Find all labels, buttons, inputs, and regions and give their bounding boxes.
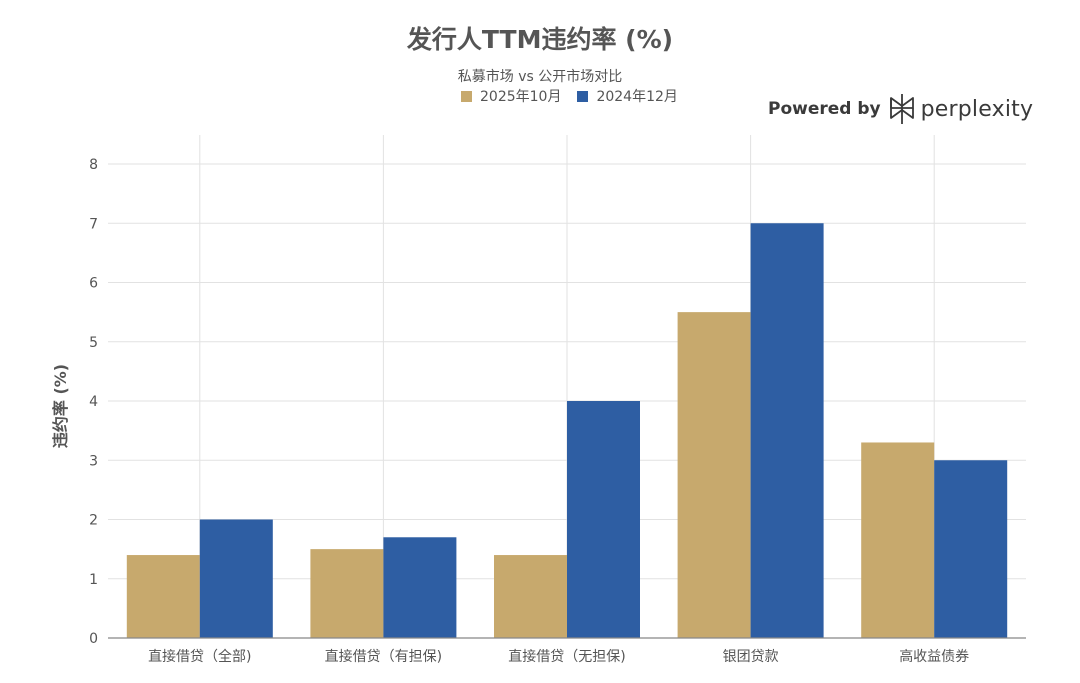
y-tick-label: 8: [89, 157, 98, 173]
perplexity-brand: perplexity: [920, 96, 1034, 122]
bar-2024-3: [750, 223, 824, 638]
x-tick-label: 直接借贷（有担保): [325, 648, 442, 665]
y-tick-label: 7: [89, 216, 98, 232]
powered-by-badge: Powered by perplexity: [768, 92, 1033, 126]
chart-legend: 2025年10月 2024年12月: [461, 86, 694, 106]
x-tick-label: 直接借贷（无担保): [508, 648, 625, 665]
legend-swatch-2024: [577, 90, 589, 102]
legend-label-2024: 2024年12月: [596, 89, 678, 105]
chart-title: 发行人TTM违约率 (%): [406, 25, 674, 54]
y-tick-label: 3: [89, 453, 98, 469]
y-tick-label: 6: [89, 276, 98, 292]
y-axis-label: 违约率 (%): [51, 364, 70, 448]
legend-item-2025[interactable]: 2025年10月: [461, 86, 561, 106]
legend-swatch-2025: [461, 90, 472, 102]
bar-2025-4: [861, 442, 935, 638]
bar-2024-0: [199, 519, 273, 638]
y-tick-label: 1: [89, 572, 98, 588]
chart-subtitle: 私募市场 vs 公开市场对比: [457, 69, 623, 85]
x-tick-label: 银团贷款: [723, 649, 779, 665]
bar-2024-4: [934, 460, 1008, 638]
x-tick-label: 直接借贷（全部): [148, 648, 251, 665]
bar-2025-0: [126, 555, 200, 638]
y-tick-label: 4: [89, 394, 98, 410]
bar-2025-2: [494, 555, 567, 638]
y-tick-label: 5: [89, 335, 98, 351]
legend-item-2024[interactable]: 2024年12月: [577, 86, 678, 106]
bar-2024-2: [567, 401, 640, 638]
x-tick-label: 高收益债券: [899, 648, 969, 665]
bar-2025-1: [310, 549, 384, 638]
bar-2024-1: [383, 537, 457, 638]
powered-by-label: Powered by: [768, 99, 881, 119]
bar-2025-3: [677, 312, 751, 638]
y-tick-label: 0: [89, 631, 98, 647]
y-tick-label: 2: [89, 513, 98, 529]
perplexity-logo-icon: [889, 94, 914, 124]
legend-label-2025: 2025年10月: [480, 89, 562, 105]
